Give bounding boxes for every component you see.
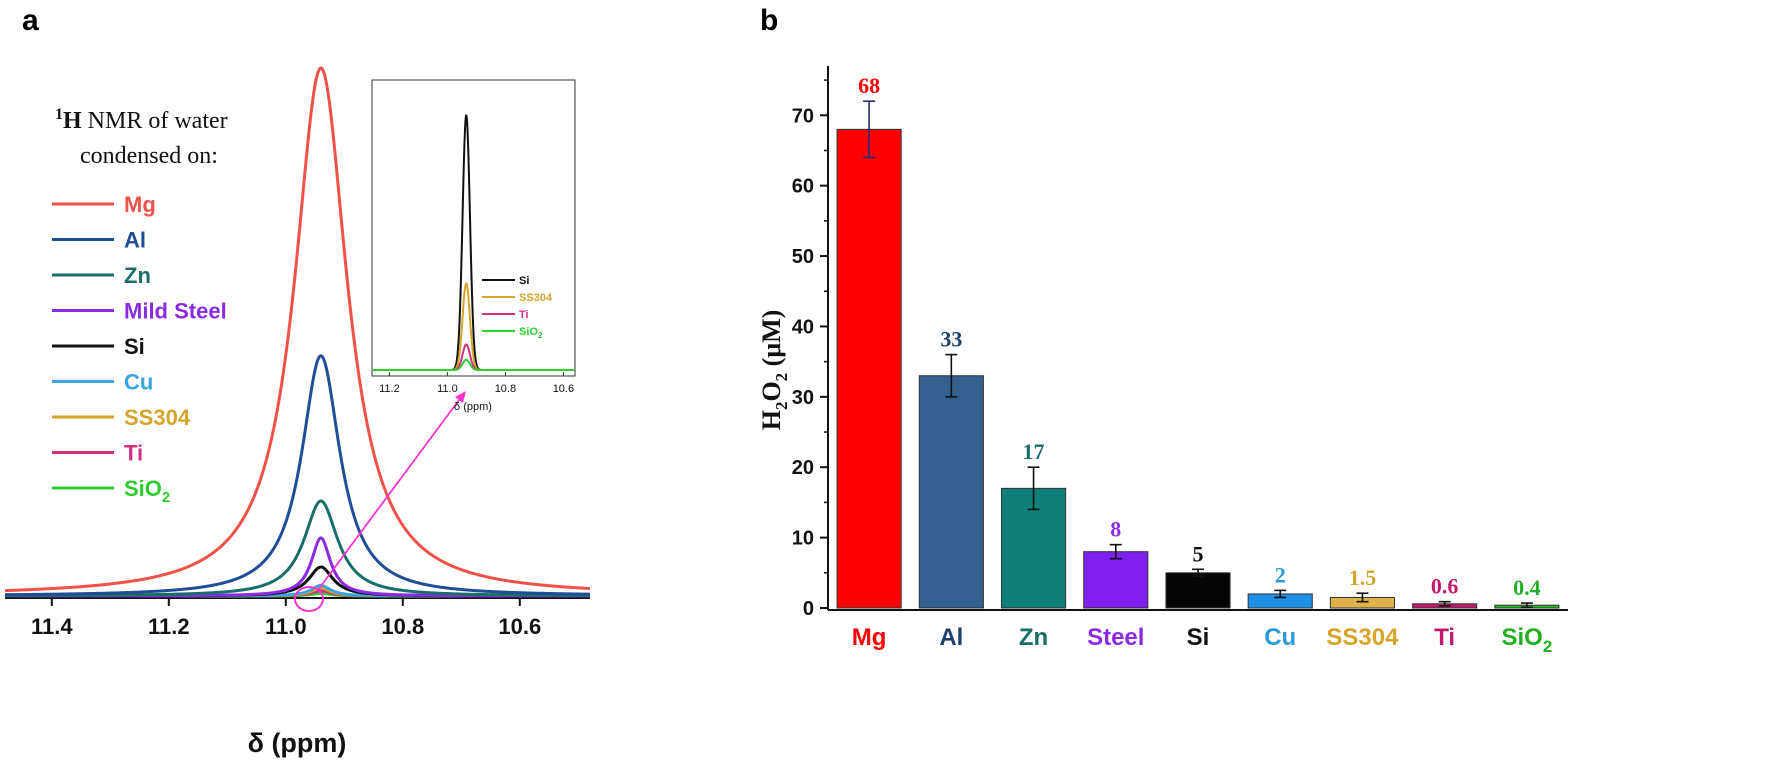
inset-x-tick-label: 10.6 — [553, 383, 574, 395]
nmr-curves — [4, 66, 591, 598]
inset-x-tick-label: 11.2 — [379, 383, 400, 395]
nmr-legend-label: Cu — [124, 370, 153, 395]
nmr-legend-label: Si — [124, 334, 145, 359]
bar-y-ticks: 0 10 20 30 40 50 60 70 — [792, 79, 828, 620]
inset-x-tick-label: 10.8 — [495, 383, 516, 395]
nmr-legend-title-line1: 1H NMR of water — [55, 106, 228, 134]
bar-category-label: Ti — [1434, 624, 1455, 651]
nmr-x-tick-label: 10.6 — [498, 614, 541, 639]
bar-category-label: Steel — [1087, 624, 1144, 651]
nmr-x-tick-label: 10.8 — [381, 614, 424, 639]
nmr-legend-label: Al — [124, 228, 146, 253]
bar-y-axis-title: H2O2 (μM) — [757, 310, 791, 431]
nmr-curve-al — [4, 354, 591, 597]
inset-curves — [373, 114, 574, 371]
bar-y-tick-label: 10 — [792, 528, 814, 550]
panel-b-letter: b — [760, 4, 778, 37]
nmr-x-tick-label: 11.0 — [265, 614, 307, 639]
nmr-x-ticks: 11.4 11.2 11.0 10.8 10.6 — [31, 598, 541, 639]
inset-legend-label: SiO2 — [519, 326, 543, 340]
bar-value-label: 8 — [1110, 517, 1121, 542]
inset-pointer-arrow — [317, 395, 463, 591]
nmr-legend: Mg Al Zn Mild Steel Si Cu SS304 Ti SiO2 — [52, 192, 227, 506]
bar-y-tick-label: 70 — [792, 105, 814, 127]
inset-legend-label: SS304 — [519, 292, 553, 304]
bar-y-tick-label: 30 — [792, 387, 814, 409]
inset-legend-label: Ti — [519, 309, 529, 321]
bar-y-tick-label: 0 — [803, 598, 814, 620]
nmr-spectrum-panel: 11.4 11.2 11.0 10.8 10.6 δ (ppm) 1H NMR of w… — [4, 66, 591, 758]
inset-pointer-arrowhead — [455, 391, 466, 403]
bar-y-tick-label: 40 — [792, 316, 814, 338]
panel-a-letter: a — [22, 4, 39, 37]
inset-x-ticks: 11.2 11.0 10.8 10.6 — [379, 372, 574, 395]
nmr-legend-label: SiO2 — [124, 476, 170, 506]
nmr-inset: 11.2 11.0 10.8 10.6 δ (ppm) Si SS304 Ti SiO2 — [371, 79, 576, 413]
bar-category-label: Al — [939, 624, 963, 651]
bars: 68 Mg 33 Al 17 Zn 8 Steel 5 Si 2 Cu 1.5 SS304 0.6 Ti 0.4… — [836, 73, 1560, 656]
inset-curve-sio — [373, 358, 574, 371]
bar-y-tick-label: 20 — [792, 457, 814, 479]
peak-highlight-circle — [294, 586, 324, 612]
nmr-legend-label: SS304 — [124, 405, 191, 430]
bar-value-label: 33 — [940, 327, 962, 352]
bar-category-label: Zn — [1019, 624, 1048, 651]
bar-al — [918, 375, 984, 609]
nmr-legend-label: Mg — [124, 192, 156, 217]
bar-value-label: 5 — [1193, 541, 1204, 566]
bar-y-tick-label: 60 — [792, 176, 814, 198]
nmr-legend-label: Mild Steel — [124, 299, 227, 324]
nmr-legend-title-line2: condensed on: — [80, 143, 218, 169]
bar-category-label: Mg — [852, 624, 887, 651]
bar-value-label: 68 — [858, 73, 880, 98]
bar-si — [1165, 572, 1231, 609]
bar-category-label: SiO2 — [1501, 624, 1552, 656]
inset-x-axis-title: δ (ppm) — [454, 401, 492, 413]
inset-x-tick-label: 11.0 — [437, 383, 458, 395]
h2o2-bar-chart-panel: 0 10 20 30 40 50 60 70 H2O2 (μM) 68 Mg 33 Al 17 Zn 8 S… — [757, 66, 1568, 656]
nmr-legend-label: Ti — [124, 441, 143, 466]
bar-category-label: SS304 — [1326, 624, 1399, 651]
nmr-x-tick-label: 11.4 — [31, 614, 73, 639]
bar-category-label: Cu — [1264, 624, 1296, 651]
bar-category-label: Si — [1187, 624, 1210, 651]
inset-legend: Si SS304 Ti SiO2 — [482, 275, 553, 340]
nmr-x-axis-title: δ (ppm) — [248, 728, 347, 758]
bar-value-label: 0.4 — [1513, 575, 1541, 600]
bar-value-label: 2 — [1275, 562, 1286, 587]
inset-legend-label: Si — [519, 275, 529, 287]
bar-y-tick-label: 50 — [792, 246, 814, 268]
nmr-x-tick-label: 11.2 — [148, 614, 190, 639]
nmr-curve-mg — [4, 66, 591, 593]
bar-steel — [1083, 551, 1149, 609]
nmr-legend-label: Zn — [124, 263, 151, 288]
bar-mg — [836, 128, 902, 609]
bar-value-label: 17 — [1023, 439, 1045, 464]
nmr-curve-zn — [5, 499, 590, 598]
bar-value-label: 1.5 — [1349, 565, 1377, 590]
bar-value-label: 0.6 — [1431, 574, 1459, 599]
